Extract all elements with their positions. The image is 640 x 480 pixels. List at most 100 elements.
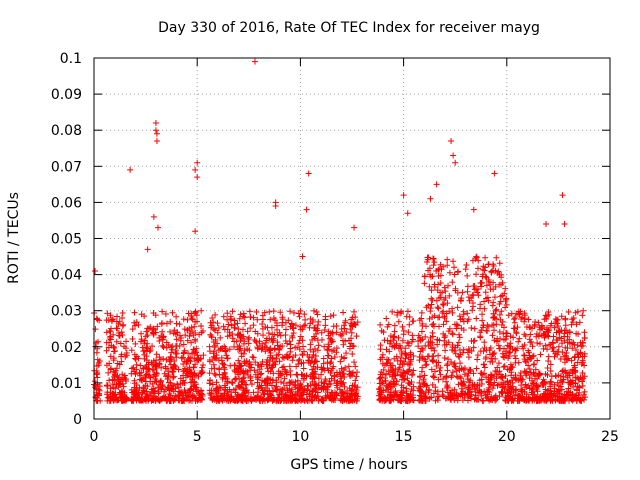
data-point — [108, 325, 115, 332]
data-point — [496, 260, 503, 267]
data-point — [207, 380, 214, 387]
data-point — [110, 373, 117, 380]
data-point — [123, 338, 130, 345]
data-point — [305, 359, 312, 366]
data-point — [490, 382, 497, 389]
data-point — [289, 334, 296, 341]
data-point — [562, 316, 569, 323]
data-point — [135, 389, 142, 396]
data-point — [173, 350, 180, 357]
data-point — [140, 365, 147, 372]
data-point — [295, 357, 302, 364]
data-point — [256, 338, 263, 345]
data-point — [258, 363, 265, 370]
data-point — [270, 370, 277, 377]
data-point — [431, 259, 438, 266]
data-point — [296, 356, 303, 363]
data-point — [152, 312, 159, 319]
data-point — [441, 334, 448, 341]
data-point — [503, 330, 510, 337]
data-point — [337, 358, 344, 365]
data-point — [144, 345, 151, 352]
data-point — [301, 348, 308, 355]
data-point — [116, 389, 123, 396]
data-point — [470, 282, 477, 289]
data-point — [352, 377, 359, 384]
data-point — [274, 322, 281, 329]
data-point — [418, 315, 425, 322]
data-point — [322, 322, 329, 329]
data-point — [143, 388, 150, 395]
data-point — [409, 318, 416, 325]
data-point — [302, 316, 309, 323]
data-point — [143, 371, 150, 378]
data-point — [301, 385, 308, 392]
data-point — [165, 384, 172, 391]
data-point — [464, 283, 471, 290]
data-point — [581, 388, 588, 395]
data-point — [474, 356, 481, 363]
data-point — [153, 130, 160, 137]
data-point — [94, 371, 101, 378]
data-point — [120, 321, 127, 328]
data-point — [429, 297, 436, 304]
data-point — [228, 396, 235, 403]
data-point — [436, 367, 443, 374]
data-point — [406, 321, 413, 328]
data-point — [313, 330, 320, 337]
data-point — [520, 352, 527, 359]
data-point — [163, 320, 170, 327]
data-point — [314, 322, 321, 329]
data-point — [289, 324, 296, 331]
data-point — [216, 397, 223, 404]
data-point — [408, 372, 415, 379]
data-point — [246, 347, 253, 354]
data-point — [544, 365, 551, 372]
data-point — [103, 382, 110, 389]
data-point — [190, 332, 197, 339]
data-point — [142, 378, 149, 385]
data-point — [133, 319, 140, 326]
data-point — [287, 345, 294, 352]
data-point — [240, 310, 247, 317]
data-point — [581, 329, 588, 336]
data-point — [542, 312, 549, 319]
data-point — [292, 382, 299, 389]
data-point — [522, 372, 529, 379]
data-point — [272, 203, 279, 210]
data-point — [390, 333, 397, 340]
data-point — [226, 346, 233, 353]
data-point — [456, 331, 463, 338]
data-point — [527, 331, 534, 338]
data-point — [307, 320, 314, 327]
data-point — [310, 307, 317, 314]
data-point — [174, 329, 181, 336]
data-point — [309, 316, 316, 323]
data-point — [208, 322, 215, 329]
data-point — [448, 372, 455, 379]
data-point — [452, 159, 459, 166]
data-point — [192, 166, 199, 173]
data-point — [450, 258, 457, 265]
data-point — [442, 347, 449, 354]
data-point — [275, 394, 282, 401]
data-point — [274, 339, 281, 346]
data-point — [294, 377, 301, 384]
data-point — [400, 327, 407, 334]
data-point — [111, 348, 118, 355]
data-point — [173, 313, 180, 320]
data-point — [250, 322, 257, 329]
data-point — [293, 397, 300, 404]
data-point — [297, 323, 304, 330]
data-point — [279, 390, 286, 397]
data-point — [487, 286, 494, 293]
data-point — [138, 376, 145, 383]
data-point — [512, 314, 519, 321]
data-point — [480, 361, 487, 368]
data-point — [119, 371, 126, 378]
data-point — [155, 397, 162, 404]
data-point — [444, 367, 451, 374]
data-point — [292, 344, 299, 351]
data-point — [182, 389, 189, 396]
data-point — [421, 273, 428, 280]
